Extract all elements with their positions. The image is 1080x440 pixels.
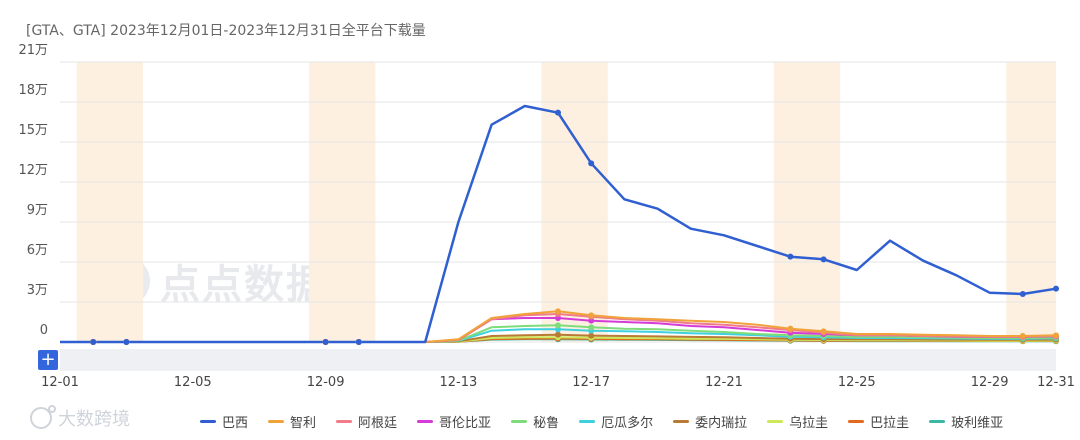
data-point bbox=[588, 332, 595, 339]
data-point bbox=[555, 308, 561, 315]
legend-swatch bbox=[673, 420, 690, 423]
data-point bbox=[787, 325, 794, 332]
legend-swatch bbox=[511, 420, 528, 423]
legend-item-2[interactable]: 阿根廷 bbox=[336, 412, 397, 431]
y-tick-label: 6万 bbox=[27, 243, 48, 258]
y-axis-ticks: 0 3万 6万 9万 12万 15万 18万 21万 bbox=[18, 43, 48, 338]
y-tick-label: 15万 bbox=[18, 123, 48, 138]
legend-label: 玻利维亚 bbox=[951, 416, 1004, 431]
zoom-expand-button[interactable]: + bbox=[38, 350, 58, 370]
legend-item-4[interactable]: 秘鲁 bbox=[511, 412, 559, 431]
data-point bbox=[555, 322, 561, 329]
legend-label: 厄瓜多尔 bbox=[601, 416, 654, 431]
data-point bbox=[588, 160, 595, 167]
y-tick-label: 0 bbox=[40, 323, 48, 338]
legend-swatch bbox=[579, 420, 596, 423]
x-tick-label: 12-25 bbox=[838, 375, 876, 390]
data-point bbox=[90, 339, 97, 345]
data-point bbox=[1053, 332, 1059, 339]
legend-swatch bbox=[268, 420, 285, 423]
watermark-text: 点点数据 bbox=[160, 262, 328, 308]
legend-item-5[interactable]: 厄瓜多尔 bbox=[579, 412, 653, 431]
weekend-band-0 bbox=[76, 62, 143, 342]
data-point bbox=[588, 312, 595, 319]
data-point bbox=[555, 109, 561, 116]
legend-swatch bbox=[200, 420, 216, 423]
legend-item-1[interactable]: 智利 bbox=[268, 412, 316, 431]
legend-label: 智利 bbox=[290, 416, 317, 431]
legend: 巴西 智利 阿根廷 哥伦比亚 秘鲁 厄瓜多尔 委内瑞拉 乌拉圭 巴拉圭 玻利维亚 bbox=[200, 412, 1023, 431]
legend-swatch bbox=[848, 420, 865, 423]
legend-swatch bbox=[336, 420, 353, 423]
data-point bbox=[1019, 333, 1026, 339]
y-tick-label: 18万 bbox=[18, 83, 48, 98]
legend-item-6[interactable]: 委内瑞拉 bbox=[673, 412, 747, 431]
x-tick-label: 12-29 bbox=[971, 375, 1009, 390]
series-lines bbox=[60, 104, 1059, 345]
data-point bbox=[555, 331, 561, 338]
legend-label: 阿根廷 bbox=[358, 416, 398, 431]
legend-item-7[interactable]: 乌拉圭 bbox=[767, 412, 828, 431]
data-point bbox=[355, 339, 362, 345]
legend-swatch bbox=[929, 420, 946, 423]
brand-mark: 大数跨境 bbox=[30, 405, 130, 431]
data-point bbox=[820, 328, 827, 335]
brand-logo-icon bbox=[30, 405, 56, 429]
weekend-band-3 bbox=[773, 62, 841, 342]
data-point bbox=[1053, 285, 1059, 292]
x-tick-label: 12-17 bbox=[572, 375, 610, 390]
y-tick-label: 12万 bbox=[18, 163, 48, 178]
legend-label: 巴拉圭 bbox=[870, 416, 910, 431]
data-point bbox=[787, 253, 794, 260]
legend-swatch bbox=[767, 420, 784, 423]
brand-text: 大数跨境 bbox=[58, 409, 130, 430]
y-tick-label: 9万 bbox=[27, 203, 48, 218]
legend-swatch bbox=[417, 420, 434, 423]
legend-label: 哥伦比亚 bbox=[439, 416, 492, 431]
y-tick-label: 21万 bbox=[18, 43, 48, 58]
y-tick-label: 3万 bbox=[27, 283, 48, 298]
data-point bbox=[820, 256, 827, 263]
legend-label: 委内瑞拉 bbox=[695, 416, 748, 431]
legend-item-9[interactable]: 玻利维亚 bbox=[929, 412, 1003, 431]
x-tick-label: 12-05 bbox=[174, 375, 212, 390]
weekend-bands bbox=[76, 62, 1056, 342]
legend-item-0[interactable]: 巴西 bbox=[200, 412, 248, 431]
x-tick-label: 12-13 bbox=[440, 375, 478, 390]
weekend-band-2 bbox=[541, 62, 608, 342]
zoom-slider-track[interactable] bbox=[60, 349, 1056, 371]
x-tick-label: 12-21 bbox=[705, 375, 743, 390]
chart-title: [GTA、GTA] 2023年12月01日-2023年12月31日全平台下载量 bbox=[26, 23, 426, 39]
data-point bbox=[123, 339, 130, 345]
legend-label: 乌拉圭 bbox=[789, 416, 829, 431]
data-point bbox=[322, 339, 329, 345]
data-point bbox=[588, 324, 595, 331]
x-tick-label: 12-31 bbox=[1037, 375, 1075, 390]
x-tick-label: 12-09 bbox=[307, 375, 345, 390]
data-point bbox=[1019, 291, 1026, 297]
weekend-band-4 bbox=[1006, 62, 1056, 342]
legend-item-8[interactable]: 巴拉圭 bbox=[848, 412, 909, 431]
legend-label: 巴西 bbox=[222, 416, 249, 431]
legend-label: 秘鲁 bbox=[533, 416, 560, 431]
x-tick-label: 12-01 bbox=[41, 375, 79, 390]
legend-item-3[interactable]: 哥伦比亚 bbox=[417, 412, 491, 431]
x-axis-ticks: 12-01 12-05 12-09 12-13 12-17 12-21 12-25 12-29… bbox=[41, 375, 1075, 390]
weekend-band-1 bbox=[309, 62, 376, 342]
